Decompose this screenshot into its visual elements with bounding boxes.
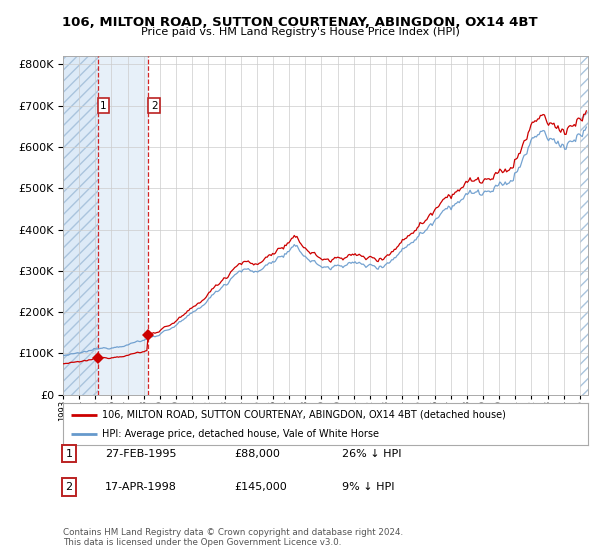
Text: 27-FEB-1995: 27-FEB-1995 [105, 449, 176, 459]
Text: 106, MILTON ROAD, SUTTON COURTENAY, ABINGDON, OX14 4BT (detached house): 106, MILTON ROAD, SUTTON COURTENAY, ABIN… [103, 409, 506, 419]
Text: 26% ↓ HPI: 26% ↓ HPI [342, 449, 401, 459]
Text: 1: 1 [100, 101, 107, 110]
Text: 2: 2 [151, 101, 158, 110]
Bar [580, 56, 588, 395]
Text: 17-APR-1998: 17-APR-1998 [105, 482, 177, 492]
Text: Contains HM Land Registry data © Crown copyright and database right 2024.
This d: Contains HM Land Registry data © Crown c… [63, 528, 403, 547]
Bar [98, 56, 148, 395]
Text: £88,000: £88,000 [234, 449, 280, 459]
Text: 2: 2 [65, 482, 73, 492]
Text: 9% ↓ HPI: 9% ↓ HPI [342, 482, 395, 492]
Text: Price paid vs. HM Land Registry's House Price Index (HPI): Price paid vs. HM Land Registry's House … [140, 27, 460, 37]
Bar [63, 56, 98, 395]
Text: HPI: Average price, detached house, Vale of White Horse: HPI: Average price, detached house, Vale… [103, 429, 379, 439]
Text: 106, MILTON ROAD, SUTTON COURTENAY, ABINGDON, OX14 4BT: 106, MILTON ROAD, SUTTON COURTENAY, ABIN… [62, 16, 538, 29]
Text: £145,000: £145,000 [234, 482, 287, 492]
Text: 1: 1 [65, 449, 73, 459]
